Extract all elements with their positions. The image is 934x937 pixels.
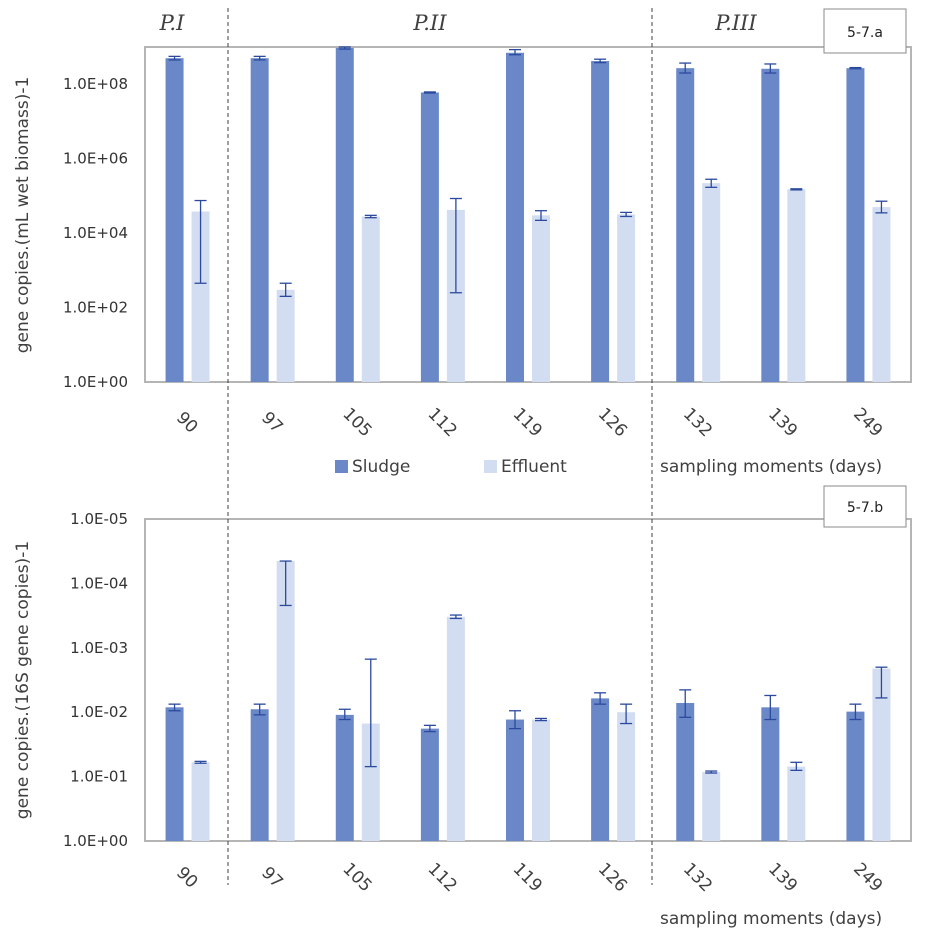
panel-a-x-tick-label: 139 [764,404,801,441]
panel-a-bar-sludge-97 [250,58,269,382]
panel-b-bar-effluent-112 [446,616,465,841]
panel-b-x-tick-label: 119 [509,859,546,896]
panel-a-bar-effluent-97 [276,289,295,382]
panel-a-bar-effluent-139 [787,189,806,382]
panel-b-x-tick-label: 90 [172,863,201,892]
panel-b-bar-sludge-132 [676,703,695,841]
panel-a-x-tick-label: 126 [594,404,631,441]
phase-label-p2: P.II [412,11,447,35]
panel-a-x-tick-label: 97 [257,408,286,437]
panel-b-x-tick-label: 132 [679,859,716,896]
panel-b-x-tick-label: 126 [594,859,631,896]
panel-a-x-axis-title: sampling moments (days) [660,457,882,477]
panel-b-y-tick-label: 1.0E-05 [70,510,128,528]
panel-a-x-tick-label: 90 [172,408,201,437]
panel-b-tag-box [823,485,907,528]
panel-a-bar-effluent-112 [446,209,465,382]
panel-b-y-tick-label: 1.0E+00 [63,832,128,850]
panel-b-x-tick-label: 97 [257,863,286,892]
panel-b-y-tick-label: 1.0E-04 [70,574,128,592]
panel-b-bar-effluent-249 [872,668,891,841]
chart-marks: 1.0E+00 1.0E+02 1.0E+04 1.0E+06 1.0E+08 90 97 1… [63,46,891,896]
panel-a-y-tick-label: 1.0E+02 [63,299,128,317]
panel-a-bar-sludge-90 [165,58,184,382]
panel-a-bar-effluent-132 [702,183,721,382]
panel-b-bar-sludge-97 [250,709,269,841]
panel-a-bar-sludge-132 [676,68,695,383]
panel-a-bar-sludge-119 [506,52,524,382]
panel-a-x-tick-label: 119 [509,404,546,441]
panel-b-x-tick-label: 112 [424,859,461,896]
panel-b-tag: 5-7.b [847,500,883,516]
panel-b-bar-effluent-119 [532,719,550,841]
panel-b-bar-effluent-97 [276,561,295,841]
panel-b-bar-sludge-139 [761,707,780,841]
panel-a-bar-sludge-139 [761,68,780,382]
panel-a-x-tick-label: 105 [339,404,376,441]
panel-b-bar-sludge-90 [165,707,184,841]
panel-a-y-axis-title: gene copies.(mL wet biomass)-1 [13,77,33,354]
panel-a-bar-sludge-249 [846,68,865,383]
phase-label-p3: P.III [714,11,757,35]
panel-b-y-axis-title: gene copies.(16S gene copies)-1 [13,541,33,819]
panel-b-bar-effluent-139 [787,766,806,841]
legend-swatch-effluent [484,460,497,473]
panel-a-tag: 5-7.a [847,25,883,41]
panel-a-bar-sludge-112 [420,92,439,383]
panel-a-y-tick-label: 1.0E+08 [63,75,128,93]
panel-b-bar-sludge-105 [335,714,354,841]
panel-b-y-tick-label: 1.0E-03 [70,639,128,657]
panel-a-bar-effluent-90 [191,211,210,382]
panel-a-plot-frame [144,46,912,383]
legend-label-effluent: Effluent [501,457,567,477]
panel-a-bar-effluent-105 [361,216,380,382]
panel-b-plot-frame [144,518,912,842]
panel-a-bar-effluent-126 [617,214,636,382]
panel-a-bar-effluent-119 [532,215,550,382]
panel-b-x-tick-label: 249 [849,859,886,896]
panel-b-x-tick-label: 105 [339,859,376,896]
panel-b-bar-effluent-126 [617,712,636,841]
panel-a-y-tick-label: 1.0E+00 [63,373,128,391]
panel-b-bar-effluent-90 [191,762,210,841]
panel-b-bar-effluent-105 [361,723,380,841]
phase-label-p1: P.I [159,11,186,35]
panel-b-bar-sludge-126 [591,698,610,841]
panel-a-y-tick-label: 1.0E+04 [63,224,128,242]
legend-label-sludge: Sludge [352,457,410,477]
panel-a-x-tick-label: 132 [679,404,716,441]
legend-swatch-sludge [335,460,348,473]
panel-a-bar-effluent-249 [872,207,891,382]
panel-a-bar-sludge-105 [335,47,354,383]
panel-a-x-tick-label: 249 [849,404,886,441]
panel-b-bar-sludge-249 [846,711,865,841]
panel-b-y-tick-label: 1.0E-01 [70,768,128,786]
panel-b-bar-sludge-119 [506,719,524,841]
panel-b-bar-sludge-112 [420,728,439,841]
panel-a-y-tick-label: 1.0E+06 [63,150,128,168]
panel-a-tag-box [823,8,907,54]
panel-a-bar-sludge-126 [591,61,610,382]
panel-b-x-axis-title: sampling moments (days) [660,909,882,929]
panel-b-x-tick-label: 139 [764,859,801,896]
panel-a-x-tick-label: 112 [424,404,461,441]
panel-b-bar-effluent-132 [702,772,721,841]
panel-b-y-tick-label: 1.0E-02 [70,703,128,721]
